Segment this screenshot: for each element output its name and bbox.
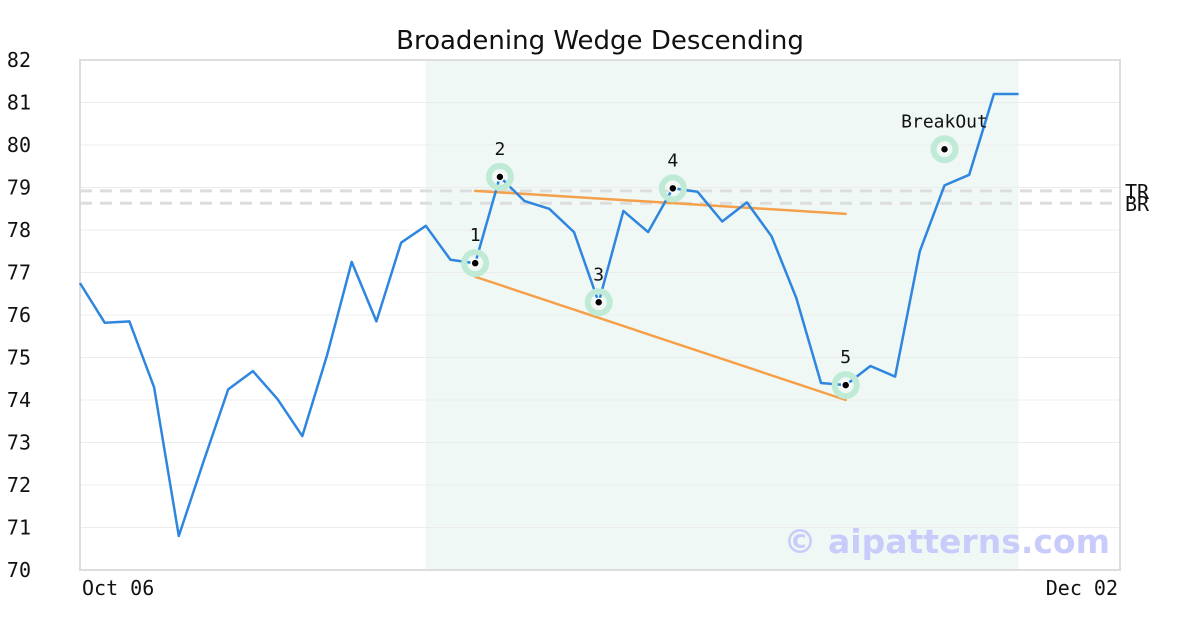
pattern-point-label: 3 bbox=[593, 264, 604, 285]
trendline-upper bbox=[473, 189, 847, 216]
plot-frame bbox=[79, 59, 1121, 571]
x-tick-label-end: Dec 02 bbox=[1046, 576, 1118, 600]
watermark: © aipatterns.com bbox=[784, 522, 1110, 561]
pattern-point-label: 2 bbox=[494, 139, 505, 160]
chart-title: Broadening Wedge Descending bbox=[396, 26, 804, 56]
y-tick-label: 75 bbox=[7, 346, 31, 370]
pattern-point-label: 4 bbox=[667, 150, 678, 171]
pattern-point-label: 5 bbox=[840, 347, 851, 368]
y-tick-label: 72 bbox=[7, 473, 31, 497]
y-tick-label: 78 bbox=[7, 218, 31, 242]
y-tick-label: 77 bbox=[7, 261, 31, 285]
x-tick-label-start: Oct 06 bbox=[82, 576, 154, 600]
trendlines-layer bbox=[473, 189, 847, 402]
x-axis-ticks: Oct 06 Dec 02 bbox=[82, 576, 1118, 600]
y-tick-label: 71 bbox=[7, 516, 31, 540]
reference-label-tr: TR bbox=[1125, 180, 1150, 204]
pattern-point-halo bbox=[485, 162, 514, 191]
pattern-point-label: BreakOut bbox=[901, 111, 988, 132]
pattern-point-marker bbox=[939, 144, 950, 154]
pattern-point-marker bbox=[840, 380, 851, 390]
pattern-point-label: 1 bbox=[470, 225, 481, 246]
y-tick-label: 70 bbox=[7, 558, 31, 582]
gridlines-layer bbox=[80, 102, 1120, 528]
y-tick-label: 80 bbox=[7, 133, 31, 157]
pattern-point-halo bbox=[461, 249, 490, 278]
pattern-point-marker bbox=[495, 172, 505, 182]
price-series-layer bbox=[78, 92, 1019, 538]
trendline-lower bbox=[473, 275, 847, 402]
pattern-point-marker bbox=[470, 258, 480, 268]
pattern-point-halo bbox=[930, 135, 959, 164]
y-tick-label: 73 bbox=[7, 431, 31, 455]
y-tick-label: 82 bbox=[7, 48, 31, 72]
pattern-points-layer: 1 2 3 4 5 BreakOut bbox=[461, 111, 988, 400]
price-series-line bbox=[78, 92, 1019, 538]
pattern-point-halo bbox=[584, 288, 613, 317]
y-axis-ticks: 70 71 72 73 74 75 76 77 78 79 80 81 82 bbox=[7, 48, 31, 582]
pattern-point-halo bbox=[831, 371, 860, 400]
pattern-point-halo bbox=[658, 174, 687, 203]
y-tick-label: 81 bbox=[7, 91, 31, 115]
y-tick-label: 76 bbox=[7, 303, 31, 327]
y-tick-label: 74 bbox=[7, 388, 31, 412]
y-tick-label: 79 bbox=[7, 176, 31, 200]
pattern-point-marker bbox=[593, 297, 604, 307]
reference-label-br: BR bbox=[1125, 192, 1150, 216]
pattern-point-marker bbox=[668, 183, 678, 194]
